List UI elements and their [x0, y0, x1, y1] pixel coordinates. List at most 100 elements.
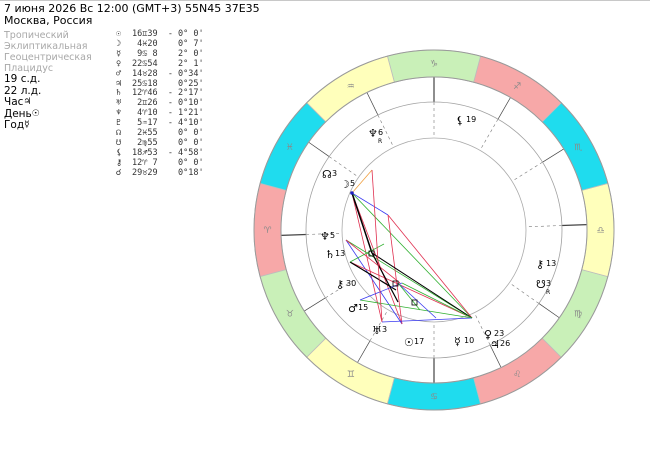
- house-cusp-dashed: [474, 312, 491, 346]
- south-node-icon: ☋: [116, 137, 122, 148]
- planet-degree-label: 13: [335, 249, 345, 258]
- zodiac-sign-icon: ♌: [513, 370, 521, 380]
- aspect-line: [349, 261, 473, 319]
- planet-glyph-icon[interactable]: ♂: [348, 302, 358, 315]
- zodiac-sign-icon: ♉: [286, 309, 294, 319]
- planet-glyph-icon[interactable]: ⚷: [536, 258, 544, 271]
- zodiac-sign-icon: ♑: [430, 60, 438, 70]
- house-cusp-dashed: [509, 282, 540, 304]
- house-cusp-dashed: [306, 232, 343, 235]
- planet-glyph-icon[interactable]: ⚷: [336, 278, 344, 291]
- aspect-line: [387, 214, 473, 319]
- planet-glyph-icon[interactable]: ♃: [490, 338, 500, 351]
- aspect-line: [345, 239, 403, 325]
- retrograde-label: R: [546, 289, 550, 296]
- planet-glyph-icon[interactable]: ♆: [368, 127, 378, 140]
- zodiac-sign-icon: ♋: [430, 393, 438, 403]
- jupiter-icon: ♃: [23, 97, 32, 107]
- position-row-neptune: ♆ 4♈10 - 1°21': [116, 108, 204, 119]
- planet-degree-label: 19: [466, 115, 476, 124]
- zodiac-sign-icon: ♐: [513, 82, 521, 92]
- zodiac-sign-icon: ♊: [347, 370, 355, 380]
- houses-circle: [305, 101, 563, 359]
- chart-header: 7 июня 2026 Вс 12:00 (GMT+3) 55N45 37E35…: [4, 3, 260, 27]
- planet-glyph-icon[interactable]: ☽: [340, 178, 350, 191]
- retrograde-label: R: [378, 138, 382, 145]
- planet-glyph-icon[interactable]: ♄: [325, 248, 335, 261]
- selena-icon: ☌: [116, 167, 122, 178]
- pluto-icon: ♇: [116, 118, 122, 129]
- planet-glyph-icon[interactable]: ☿: [454, 335, 461, 348]
- planet-glyph-icon[interactable]: ♅: [372, 324, 382, 337]
- position-row-mercury: ☿ 9♋ 8 2° 0': [116, 48, 204, 59]
- top-border: [0, 0, 650, 1]
- moon-icon: ☽: [116, 38, 122, 49]
- planet-glyphs: ⚸ 19♆ 6R☊ 3☽ 5♆ 5♄ 13⚷ 30♂ 15♅ 3☉ 17 ☿ 10 ♀ 23♃ 26⚷ 13☋ 3…: [320, 114, 556, 351]
- aspect-line: [371, 169, 383, 323]
- position-row-pluto: ♇ 5♒17 - 4°10': [116, 118, 204, 129]
- house-cusp-line: [489, 344, 502, 368]
- aspect-line: [351, 192, 473, 319]
- planet-degree-label: 3: [546, 279, 551, 288]
- option-center[interactable]: Геоцентрическая: [4, 52, 92, 63]
- house-cusp-dashed: [328, 156, 359, 178]
- lunar-day-2: 22 л.д.: [4, 84, 42, 97]
- uranus-icon: ♅: [116, 98, 122, 109]
- planet-degree-label: 3: [332, 169, 337, 178]
- aspect-square-marker: [392, 280, 399, 287]
- house-cusp-line: [538, 303, 560, 319]
- planet-glyph-icon[interactable]: ☊: [322, 168, 332, 181]
- house-cusp-line: [281, 233, 307, 236]
- planet-degree-label: 13: [546, 259, 556, 268]
- day-ruler: День☉: [4, 107, 40, 120]
- aspect-line: [351, 192, 403, 325]
- zodiac-sign-icon: ♈: [263, 226, 272, 236]
- position-row-jupiter: ♃ 25♋18 0°25': [116, 78, 204, 89]
- planet-glyph-icon[interactable]: ☉: [404, 336, 414, 349]
- zodiac-sign-icon: ♒: [347, 82, 355, 92]
- aspect-circle: [341, 137, 527, 323]
- planet-degree-label: 26: [500, 339, 510, 348]
- zodiac-ring: [253, 49, 615, 411]
- saturn-icon: ♄: [116, 88, 122, 99]
- venus-icon: ♀: [116, 58, 122, 69]
- mercury-icon: ☿: [24, 120, 30, 130]
- mercury-icon: ☿: [116, 48, 122, 59]
- zodiac-sign-icon: ♍: [574, 309, 582, 319]
- planet-glyph-icon[interactable]: ♀: [484, 328, 492, 341]
- zodiac-ring-inner-edge: [280, 76, 588, 384]
- option-zodiac[interactable]: Тропический: [4, 30, 69, 41]
- neptune-icon: ♆: [116, 108, 122, 119]
- position-row-lilith: ⚸ 18♐53 - 4°58': [116, 147, 204, 158]
- sun-icon: ☉: [116, 29, 122, 39]
- aspect-line: [381, 317, 473, 323]
- planet-degree-label: 30: [346, 279, 356, 288]
- position-row-mars: ♂ 14♉28 - 0°34': [116, 68, 204, 79]
- north-node-icon: ☊: [116, 128, 122, 139]
- planet-degree-label: 10: [464, 336, 474, 345]
- settings-panel: Тропический Эклиптикальная Геоцентрическ…: [4, 30, 92, 132]
- house-cusp-line: [561, 224, 587, 227]
- planet-glyph-icon[interactable]: ♆: [320, 230, 330, 243]
- option-coordinates[interactable]: Эклиптикальная: [4, 41, 88, 52]
- aspect-line: [371, 252, 473, 319]
- position-row-moon: ☽ 4♓20 0° 7': [116, 38, 204, 49]
- lilith-icon: ⚸: [116, 147, 123, 158]
- planet-glyph-icon[interactable]: ☋: [536, 278, 546, 291]
- hour-ruler: Час♃: [4, 96, 32, 108]
- house-cusp-dashed: [479, 118, 499, 151]
- position-row-venus: ♀ 22♋54 2° 1': [116, 58, 204, 69]
- position-row-selena: ☌ 29♉29 0°18': [116, 167, 204, 178]
- aspect-lines: [345, 169, 473, 325]
- aspect-line: [349, 243, 385, 263]
- zodiac-sign-icon: ♎: [596, 226, 604, 236]
- planet-glyph-icon[interactable]: ⚸: [456, 114, 464, 127]
- planet-degree-label: 5: [330, 231, 335, 240]
- house-cusp-line: [542, 148, 564, 163]
- option-houses[interactable]: Плацидус: [4, 63, 54, 74]
- aspect-line: [351, 192, 373, 254]
- house-cusp-line: [366, 92, 379, 116]
- aspect-square-marker: [411, 299, 418, 306]
- aspect-line: [351, 192, 389, 216]
